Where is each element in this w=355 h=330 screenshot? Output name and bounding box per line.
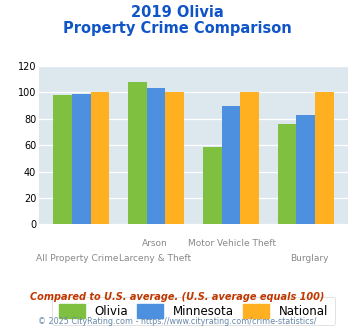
- Text: Arson: Arson: [142, 239, 168, 248]
- Bar: [165, 92, 184, 224]
- Text: Motor Vehicle Theft: Motor Vehicle Theft: [188, 239, 276, 248]
- Text: Burglary: Burglary: [290, 254, 328, 263]
- Bar: [53, 95, 72, 224]
- Bar: [147, 88, 165, 224]
- Bar: [91, 92, 109, 224]
- Bar: [72, 94, 91, 224]
- Bar: [296, 115, 315, 224]
- Text: All Property Crime: All Property Crime: [37, 254, 119, 263]
- Legend: Olivia, Minnesota, National: Olivia, Minnesota, National: [52, 297, 335, 325]
- Text: Compared to U.S. average. (U.S. average equals 100): Compared to U.S. average. (U.S. average …: [30, 292, 325, 302]
- Bar: [240, 92, 259, 224]
- Bar: [278, 124, 296, 224]
- Bar: [128, 82, 147, 224]
- Text: Property Crime Comparison: Property Crime Comparison: [63, 21, 292, 36]
- Bar: [222, 106, 240, 224]
- Bar: [315, 92, 334, 224]
- Text: © 2025 CityRating.com - https://www.cityrating.com/crime-statistics/: © 2025 CityRating.com - https://www.city…: [38, 317, 317, 326]
- Bar: [203, 147, 222, 224]
- Text: 2019 Olivia: 2019 Olivia: [131, 5, 224, 20]
- Text: Larceny & Theft: Larceny & Theft: [119, 254, 191, 263]
